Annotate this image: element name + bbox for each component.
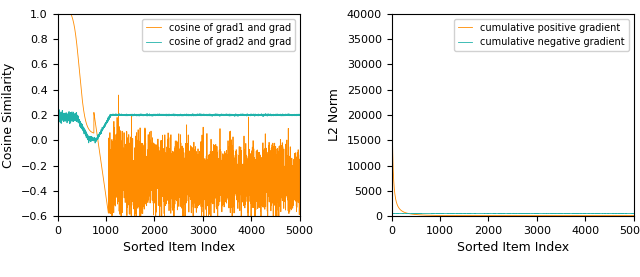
cosine of grad2 and grad (234, 113, 242, 117)
Line: cumulative negative gradient: cumulative negative gradient (392, 213, 634, 214)
cosine of grad1 and grad (199, 204, 207, 208)
cumulative negative gradient (432, 212, 440, 215)
cosine of grad2 and grad (211, 114, 219, 117)
cosine of grad2 and grad (92, 141, 99, 145)
cosine of grad1 and grad (98, 164, 106, 168)
cumulative negative gradient (568, 212, 576, 215)
cosine of grad1 and grad (234, 181, 242, 185)
cosine of grad1 and grad (296, 196, 303, 199)
Line: cosine of grad2 and grad: cosine of grad2 and grad (58, 110, 300, 143)
cumulative negative gradient (428, 212, 435, 215)
cumulative positive gradient (630, 214, 637, 217)
cosine of grad2 and grad (147, 113, 154, 117)
cumulative positive gradient (587, 214, 595, 217)
cosine of grad1 and grad (117, 237, 125, 240)
Legend: cosine of grad1 and grad, cosine of grad2 and grad: cosine of grad1 and grad, cosine of grad… (142, 19, 295, 51)
cumulative negative gradient (545, 212, 553, 215)
cosine of grad1 and grad (211, 197, 219, 200)
cumulative negative gradient (587, 212, 595, 215)
cosine of grad2 and grad (55, 108, 63, 111)
cosine of grad1 and grad (54, 12, 61, 16)
cumulative negative gradient (480, 212, 488, 215)
cumulative positive gradient (545, 214, 553, 217)
Legend: cumulative positive gradient, cumulative negative gradient: cumulative positive gradient, cumulative… (454, 19, 628, 51)
cumulative negative gradient (630, 212, 637, 215)
cosine of grad2 and grad (54, 114, 61, 117)
cosine of grad2 and grad (98, 129, 106, 133)
cumulative positive gradient (439, 214, 447, 217)
X-axis label: Sorted Item Index: Sorted Item Index (456, 241, 569, 254)
cosine of grad2 and grad (253, 114, 260, 117)
cumulative positive gradient (568, 214, 576, 217)
cosine of grad2 and grad (199, 114, 207, 117)
Line: cosine of grad1 and grad: cosine of grad1 and grad (58, 8, 300, 238)
cosine of grad1 and grad (147, 147, 154, 150)
Y-axis label: L2 Norm: L2 Norm (328, 89, 341, 141)
cumulative positive gradient (388, 10, 396, 13)
cosine of grad1 and grad (253, 178, 260, 181)
X-axis label: Sorted Item Index: Sorted Item Index (122, 241, 235, 254)
cosine of grad2 and grad (296, 113, 303, 116)
Line: cumulative positive gradient: cumulative positive gradient (392, 11, 634, 216)
cumulative positive gradient (432, 214, 440, 217)
cumulative negative gradient (595, 212, 602, 215)
cumulative negative gradient (533, 212, 541, 215)
cumulative positive gradient (533, 214, 541, 217)
cosine of grad1 and grad (61, 7, 68, 10)
cumulative negative gradient (388, 212, 396, 215)
cumulative positive gradient (480, 214, 488, 217)
Y-axis label: Cosine Similarity: Cosine Similarity (2, 62, 15, 168)
